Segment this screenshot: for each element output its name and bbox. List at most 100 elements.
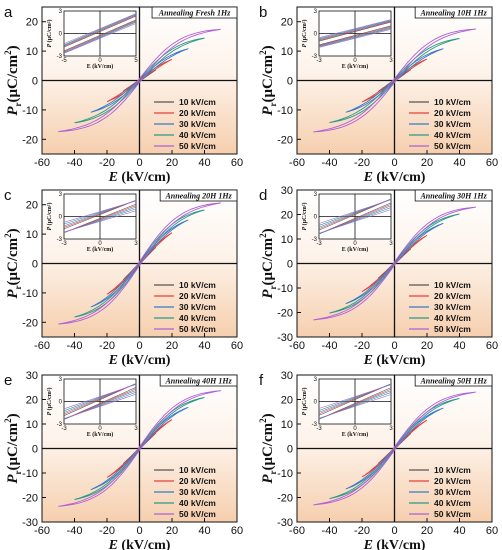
x-axis-label: E (kV/cm) bbox=[108, 170, 171, 185]
legend-label: 20 kV/cm bbox=[434, 108, 471, 118]
x-tick-label: -40 bbox=[322, 340, 338, 352]
x-tick-label: -40 bbox=[67, 525, 83, 537]
inset-y-tick-label: 3 bbox=[314, 377, 318, 383]
x-axis-label: E (kV/cm) bbox=[363, 538, 426, 550]
inset-y-label: P (μC/cm²) bbox=[301, 387, 308, 415]
x-tick-label: 0 bbox=[136, 525, 142, 537]
y-tick-label: -10 bbox=[277, 468, 293, 480]
x-tick-label: 40 bbox=[453, 525, 465, 537]
inset-loop-line bbox=[63, 21, 137, 53]
y-tick-label: 20 bbox=[281, 17, 293, 29]
legend-label: 30 kV/cm bbox=[434, 302, 471, 312]
y-tick-label: -10 bbox=[277, 283, 293, 295]
inset-loop-line bbox=[318, 28, 392, 48]
y-tick-label: 10 bbox=[281, 419, 293, 431]
inset-y-tick-label: -3 bbox=[57, 422, 63, 428]
inset-loop-line bbox=[318, 384, 392, 409]
legend-label: 30 kV/cm bbox=[179, 119, 216, 129]
y-tick-label: -30 bbox=[277, 517, 293, 529]
title-box bbox=[414, 189, 493, 202]
inset-y-tick-label: 0 bbox=[59, 32, 63, 38]
inset-x-label: E (kV/cm) bbox=[87, 431, 114, 438]
panel-title: Annealing 50H 1Hz bbox=[419, 377, 487, 386]
inset-loop-line bbox=[318, 26, 392, 46]
y-tick-label: 10 bbox=[26, 229, 38, 241]
y-tick-label: -20 bbox=[277, 493, 293, 505]
y-tick-label: 20 bbox=[26, 17, 38, 29]
inset-x-tick-label: -5 bbox=[61, 58, 67, 64]
legend-label: 20 kV/cm bbox=[179, 108, 216, 118]
inset-y-tick-label: -3 bbox=[57, 237, 63, 243]
legend-label: 30 kV/cm bbox=[179, 302, 216, 312]
loop-50-kv-cm bbox=[58, 202, 221, 325]
legend-label: 10 kV/cm bbox=[434, 465, 471, 475]
inset-loop-line bbox=[318, 394, 392, 419]
y-tick-label: -30 bbox=[22, 517, 38, 529]
inset-x-label: E (kV/cm) bbox=[87, 63, 114, 70]
legend-label: 50 kV/cm bbox=[434, 324, 471, 334]
x-tick-label: -20 bbox=[99, 525, 115, 537]
y-tick-label: 10 bbox=[281, 46, 293, 58]
loop-40-kv-cm bbox=[74, 209, 205, 318]
inset-loop-line bbox=[63, 13, 137, 44]
inset-loop-line bbox=[318, 21, 392, 41]
legend-label: 40 kV/cm bbox=[179, 313, 216, 323]
x-tick-label: 60 bbox=[486, 157, 498, 169]
inset-x-tick-label: 0 bbox=[353, 58, 357, 64]
inset-x-tick-label: -3 bbox=[316, 426, 322, 432]
x-tick-label: -40 bbox=[67, 157, 83, 169]
legend-label: 40 kV/cm bbox=[179, 130, 216, 140]
y-tick-label: -20 bbox=[277, 134, 293, 146]
loop-50-kv-cm bbox=[313, 391, 476, 506]
inset-y-tick-label: 3 bbox=[59, 192, 63, 198]
inset-y-label: P (μC/cm²) bbox=[46, 387, 53, 415]
inset-e: -3 0 3 -3 0 3 E (kV/cm) P (μC/cm²) bbox=[46, 377, 138, 438]
inset-y-label: P (μC/cm²) bbox=[46, 19, 53, 47]
panel-letter: c bbox=[4, 187, 12, 204]
inset-x-tick-label: 3 bbox=[389, 426, 393, 432]
loop-50-kv-cm bbox=[58, 390, 221, 507]
x-axis-label: E (kV/cm) bbox=[363, 353, 426, 368]
y-tick-label: -20 bbox=[22, 493, 38, 505]
x-tick-label: 60 bbox=[486, 340, 498, 352]
inset-loop-line bbox=[63, 21, 137, 54]
inset-y-tick-label: 0 bbox=[314, 32, 318, 38]
x-tick-label: 20 bbox=[421, 340, 433, 352]
panel-c: -60 -40 -20 0 20 40 60 -20 -10 0 10 20 c Annealing 20… bbox=[3, 187, 243, 368]
inset-x-label: E (kV/cm) bbox=[342, 246, 369, 253]
inset-loop-line bbox=[318, 199, 392, 224]
x-axis-label: E (kV/cm) bbox=[108, 538, 171, 550]
inset-x-label: E (kV/cm) bbox=[87, 246, 114, 253]
inset-loop-line bbox=[63, 23, 137, 54]
inset-y-label: P (μC/cm²) bbox=[301, 202, 308, 230]
y-tick-label: -20 bbox=[22, 134, 38, 146]
y-tick-label: 20 bbox=[26, 395, 38, 407]
inset-loop-line bbox=[63, 14, 137, 46]
panel-letter: d bbox=[259, 187, 267, 204]
loop-40-kv-cm bbox=[329, 398, 460, 499]
y-tick-label: -10 bbox=[277, 105, 293, 117]
y-axis-label: Pr(μC/cm2) bbox=[258, 228, 278, 298]
panel-letter: a bbox=[4, 4, 13, 21]
y-tick-label: 30 bbox=[281, 370, 293, 382]
legend-label: 50 kV/cm bbox=[179, 509, 216, 519]
x-tick-label: 60 bbox=[486, 525, 498, 537]
y-axis-label: Pr(μC/cm2) bbox=[3, 413, 23, 483]
inset-loop-line bbox=[318, 21, 392, 42]
inset-y-tick-label: -3 bbox=[57, 54, 63, 60]
panel-title: Annealing Fresh 1Hz bbox=[158, 9, 231, 18]
y-tick-label: 20 bbox=[281, 210, 293, 222]
inset-x-tick-label: -3 bbox=[61, 241, 67, 247]
legend-label: 20 kV/cm bbox=[434, 476, 471, 486]
inset-x-tick-label: 0 bbox=[98, 241, 102, 247]
x-tick-label: -60 bbox=[289, 525, 305, 537]
inset-loop-line bbox=[318, 19, 392, 38]
y-tick-label: 20 bbox=[281, 395, 293, 407]
inset-loop-line bbox=[63, 384, 137, 410]
inset-y-tick-label: 0 bbox=[59, 215, 63, 221]
inset-f: -3 0 3 -3 0 3 E (kV/cm) P (μC/cm²) bbox=[301, 377, 393, 438]
inset-y-tick-label: 0 bbox=[314, 400, 318, 406]
legend-label: 40 kV/cm bbox=[434, 130, 471, 140]
